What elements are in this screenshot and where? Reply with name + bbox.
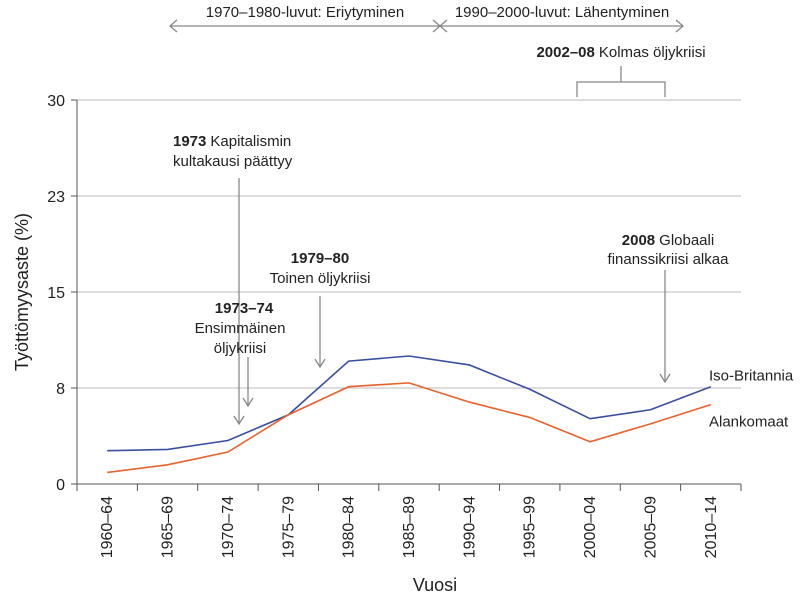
series-label: Alankomaat (709, 414, 789, 431)
x-tick-label: 1980–84 (341, 496, 358, 558)
period1-label: 1970–1980-luvut: Eriytyminen (206, 4, 404, 21)
series-line-alankomaat (107, 382, 712, 474)
oil1-year: 1973–74 (215, 300, 274, 317)
y-tick-label: 30 (47, 93, 65, 110)
golden-label-line1: 1973 Kapitalismin (173, 133, 291, 150)
x-tick-label: 1995–99 (522, 496, 539, 558)
x-axis-label: Vuosi (413, 575, 457, 595)
y-tick-label: 0 (56, 477, 65, 494)
fin-arrowhead (659, 373, 671, 384)
golden-text2: kultakausi päättyy (173, 153, 293, 170)
x-tick-label: 1970–74 (220, 496, 237, 558)
period1-arrowhead-left (169, 19, 178, 33)
series-line-iso-britannia (107, 355, 712, 452)
fin-text1: Globaali (659, 232, 714, 249)
x-tick-label: 2005–09 (642, 496, 659, 558)
x-tick-label: 1975–79 (280, 496, 297, 558)
oil1-arrowhead (242, 397, 254, 408)
y-axis-label: Työttömyysaste (%) (12, 213, 32, 371)
x-tick-label: 1965–69 (160, 496, 177, 558)
fin-label-line1: 2008 Globaali (622, 232, 714, 249)
x-tick-label: 1985–89 (401, 496, 418, 558)
x-tick-label: 2010–14 (703, 496, 720, 558)
series-label: Iso-Britannia (709, 368, 794, 385)
period2-label: 1990–2000-luvut: Lähentyminen (455, 4, 669, 21)
oil2-text: Toinen öljykriisi (270, 270, 371, 287)
annotations (169, 19, 684, 426)
oil1-text1: Ensimmäinen (195, 320, 286, 337)
axes (76, 100, 741, 485)
x-tick-labels: 1960–64 1965–69 1970–74 1975–79 1980–84 1985–… (99, 496, 720, 558)
y-tick-label: 23 (47, 189, 65, 206)
oil2-year: 1979–80 (291, 250, 349, 267)
y-tick-labels: 0 8 15 23 30 (47, 93, 65, 494)
oil2-arrowhead (314, 358, 326, 369)
grid-lines (71, 99, 742, 491)
y-tick-label: 8 (56, 381, 65, 398)
x-tick-label: 1960–64 (99, 496, 116, 558)
oil1-text2: öljykriisi (214, 340, 267, 357)
series-labels: Iso-Britannia Alankomaat (709, 368, 794, 431)
period2-arrowhead-left (439, 19, 448, 33)
crisis3-year: 2002–08 (536, 44, 594, 61)
fin-text2: finanssikriisi alkaa (608, 251, 730, 268)
crisis3-text: Kolmas öljykriisi (599, 44, 706, 61)
x-tick-label: 1990–94 (461, 496, 478, 558)
series-lines (107, 355, 712, 474)
x-tick-label: 2000–04 (582, 496, 599, 558)
crisis3-bracket (576, 81, 666, 97)
fin-year: 2008 (622, 232, 655, 249)
golden-year: 1973 (173, 133, 206, 150)
y-tick-label: 15 (47, 285, 65, 302)
period2-arrowhead-right (675, 19, 684, 33)
golden-arrowhead (233, 415, 245, 426)
crisis3-label: 2002–08 Kolmas öljykriisi (536, 44, 705, 61)
golden-text1: Kapitalismin (210, 133, 291, 150)
